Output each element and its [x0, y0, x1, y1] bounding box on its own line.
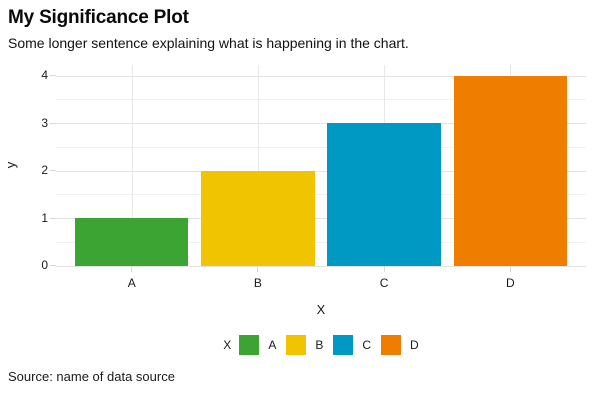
bar-a [74, 218, 189, 266]
gridline-vertical [257, 65, 259, 266]
y-tick-label: 3 [41, 115, 48, 130]
gridline-major [56, 265, 586, 267]
legend-label: A [268, 338, 277, 352]
gridline-major [56, 170, 586, 172]
gridline-minor [56, 99, 586, 101]
x-tick [257, 266, 259, 272]
y-tick-label: 4 [41, 68, 48, 82]
x-tick [509, 266, 511, 272]
y-tick-label: 2 [41, 163, 48, 177]
gridline-minor [56, 194, 586, 196]
x-tick-label: A [127, 276, 136, 290]
legend-swatch-b [286, 335, 307, 355]
gridline-minor [56, 241, 586, 243]
legend-swatch-a [239, 335, 260, 355]
legend-title: X [223, 338, 232, 352]
gridline-vertical [131, 65, 133, 266]
legend-swatch-c [333, 335, 354, 355]
legend-swatch-d [381, 335, 402, 355]
gridline-major [56, 218, 586, 219]
x-axis-title: X [316, 302, 326, 317]
bar-c [327, 123, 441, 266]
gridline-major [56, 123, 586, 124]
x-tick [131, 266, 133, 272]
legend-item-d: D [381, 335, 419, 355]
x-tick-label: B [253, 276, 262, 290]
bar-b [201, 170, 315, 266]
legend-item-a: A [239, 335, 276, 355]
y-tick-label: 1 [41, 210, 48, 225]
y-tick [50, 170, 56, 171]
x-tick [383, 266, 385, 272]
y-tick [50, 217, 56, 219]
gridline-major [56, 75, 586, 77]
y-tick [50, 75, 56, 76]
legend-label: D [410, 338, 419, 352]
y-tick [50, 265, 56, 266]
gridline-minor [56, 146, 586, 148]
legend-item-b: B [286, 335, 323, 355]
legend-label: C [362, 338, 372, 352]
x-tick-label: C [379, 276, 389, 290]
chart-subtitle: Some longer sentence explaining what is … [8, 35, 409, 51]
y-tick-label: 0 [41, 258, 48, 272]
y-tick [50, 122, 56, 124]
legend-label: B [315, 338, 324, 352]
legend-item-c: C [333, 335, 371, 355]
x-tick-label: D [505, 276, 515, 290]
chart-title: My Significance Plot [8, 7, 189, 28]
bar-d [453, 75, 568, 266]
source-caption: Source: name of data source [8, 369, 175, 384]
